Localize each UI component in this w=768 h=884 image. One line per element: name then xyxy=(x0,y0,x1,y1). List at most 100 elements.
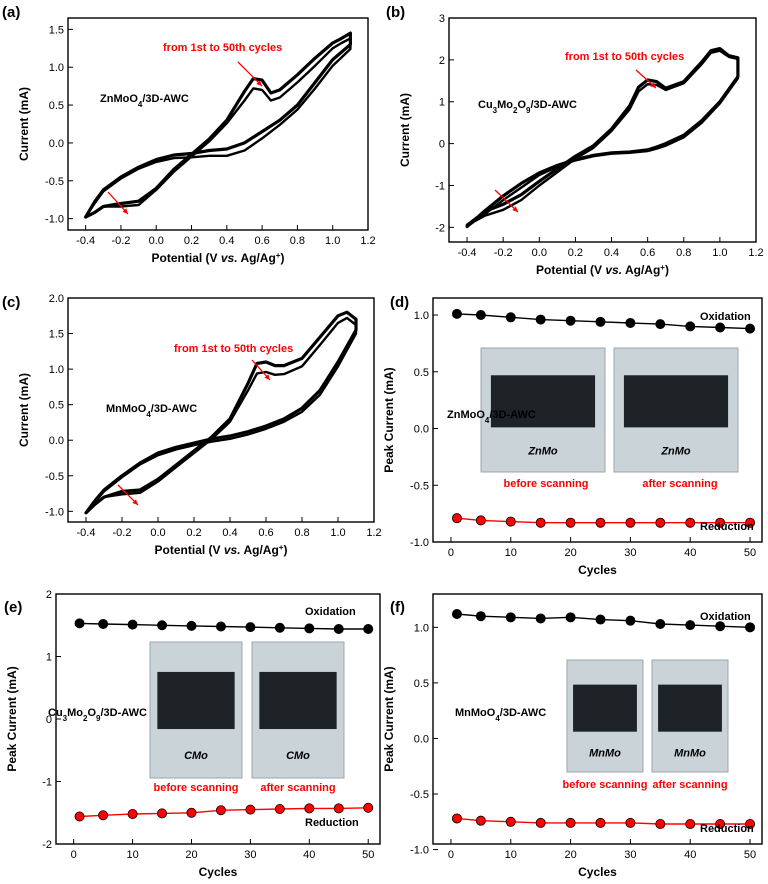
x-axis-title-italic: vs. xyxy=(605,263,622,277)
x-tick-label: 0 xyxy=(71,849,77,861)
cv-curve-cycle-50 xyxy=(84,316,358,514)
oxidation-point xyxy=(505,312,516,323)
sample-label-subscript: 2 xyxy=(513,106,518,115)
oxidation-label: Oxidation xyxy=(700,311,751,323)
photo-before-scanning: ZnMo xyxy=(480,347,606,473)
cycle-annotation: from 1st to 50th cycles xyxy=(174,343,293,355)
x-axis-title-part: Ag/Ag xyxy=(241,543,279,557)
reduction-point xyxy=(304,803,315,814)
cycle-annotation: from 1st to 50th cycles xyxy=(163,42,282,54)
x-tick-label: 20 xyxy=(185,849,197,861)
y-tick-label: -1.0 xyxy=(410,845,429,857)
x-tick-label: 0.2 xyxy=(568,247,583,259)
reduction-point xyxy=(451,513,462,524)
sample-label: MnMoO4/3D-AWC xyxy=(106,403,197,419)
y-tick-label: -2 xyxy=(42,839,52,851)
reduction-point xyxy=(505,516,516,527)
x-tick-label: 40 xyxy=(303,849,315,861)
x-axis-title-part: Ag/Ag xyxy=(622,263,660,277)
cycle-annotation: from 1st to 50th cycles xyxy=(565,51,684,63)
oxidation-point xyxy=(595,316,606,327)
sample-label-part: O xyxy=(87,707,96,719)
handwriting-on-cell: MnMo xyxy=(674,747,706,759)
reduction-point xyxy=(685,819,696,830)
cv-curve-cycle-50 xyxy=(465,49,740,228)
oxidation-point xyxy=(715,621,726,632)
oxidation-point xyxy=(157,620,168,631)
x-tick-label: 1.0 xyxy=(712,247,727,259)
sample-label-part: MnMoO xyxy=(455,707,496,719)
reduction-point xyxy=(625,817,636,828)
oxidation-point xyxy=(451,308,462,319)
x-axis-title-part: Potential (V xyxy=(155,543,224,557)
sample-label: Cu3Mo2O9/3D-AWC xyxy=(48,707,147,723)
y-axis-title: Current (mA) xyxy=(17,373,31,447)
plot-frame xyxy=(67,297,375,523)
panel-label: (c) xyxy=(2,294,20,311)
oxidation-point xyxy=(685,321,696,332)
handwriting-on-cell: ZnMo xyxy=(660,446,691,458)
cv-curve-cycle-1 xyxy=(84,310,358,515)
y-tick-label: -1 xyxy=(435,180,445,192)
caption-after-scanning: after scanning xyxy=(260,782,335,794)
cycle-arrow-head xyxy=(132,499,138,505)
sample-label-subscript: 3 xyxy=(63,714,68,723)
sample-label-part: O xyxy=(517,99,526,111)
reduction-point xyxy=(745,819,756,830)
oxidation-point xyxy=(186,620,197,631)
oxidation-point xyxy=(475,310,486,321)
panel-f: 0 10 20 30 40 50 -1.0 -0.5 0.0 0.5 1.0 (f) Peak Curr… xyxy=(382,593,763,879)
reduction-point xyxy=(215,805,226,816)
reduction-point xyxy=(655,517,666,528)
photo-after-scanning: ZnMo xyxy=(613,347,739,473)
sample-label-part: /3D-AWC xyxy=(142,93,189,105)
x-tick-label: 0 xyxy=(448,547,454,559)
x-axis-title: Cycles xyxy=(578,865,617,879)
reduction-point xyxy=(565,817,576,828)
photo-before-scanning: CMo xyxy=(149,641,243,779)
y-tick-label: 1 xyxy=(439,97,445,109)
x-axis-title-superscript: + xyxy=(660,263,665,272)
sample-label-subscript: 4 xyxy=(138,100,143,109)
x-axis-title-part: Potential (V xyxy=(152,251,221,265)
plot-frame xyxy=(432,297,763,543)
reduction-point xyxy=(655,819,666,830)
oxidation-point xyxy=(451,609,462,620)
reduction-point xyxy=(333,803,344,814)
y-tick-label: 1.0 xyxy=(49,62,64,74)
reduction-point xyxy=(127,809,138,820)
reduction-point xyxy=(74,811,85,822)
oxidation-point xyxy=(745,323,756,334)
reduction-point xyxy=(595,517,606,528)
y-tick-label: 1.0 xyxy=(49,364,64,376)
caption-before-scanning: before scanning xyxy=(504,478,589,490)
x-tick-label: -0.2 xyxy=(494,247,513,259)
oxidation-point xyxy=(74,618,85,629)
y-tick-label: -1.0 xyxy=(410,537,429,549)
reduction-point xyxy=(274,804,285,815)
sample-label-subscript: 4 xyxy=(146,410,151,419)
reduction-point xyxy=(475,815,486,826)
x-tick-label: 0.8 xyxy=(290,235,305,247)
electrode-block xyxy=(573,684,637,732)
reduction-point xyxy=(245,804,256,815)
panel-label: (b) xyxy=(386,4,405,21)
y-tick-label: 2 xyxy=(46,589,52,601)
oxidation-point xyxy=(475,611,486,622)
y-tick-label: 0.5 xyxy=(414,678,429,690)
electrode-block xyxy=(490,375,596,428)
sample-label: ZnMoO4/3D-AWC xyxy=(100,93,189,109)
reduction-point xyxy=(157,808,168,819)
reduction-point xyxy=(715,819,726,830)
reduction-point xyxy=(625,517,636,528)
panel-label: (d) xyxy=(390,294,409,311)
y-axis-title: Current (mA) xyxy=(17,87,31,161)
x-tick-label: 30 xyxy=(624,849,636,861)
cv-curve-cycle-50 xyxy=(84,37,352,219)
x-tick-label: 0.6 xyxy=(258,527,273,539)
caption-after-scanning: after scanning xyxy=(652,779,727,791)
x-tick-label: 50 xyxy=(362,849,374,861)
sample-label-subscript: 3 xyxy=(493,106,498,115)
y-tick-label: -0.5 xyxy=(410,480,429,492)
